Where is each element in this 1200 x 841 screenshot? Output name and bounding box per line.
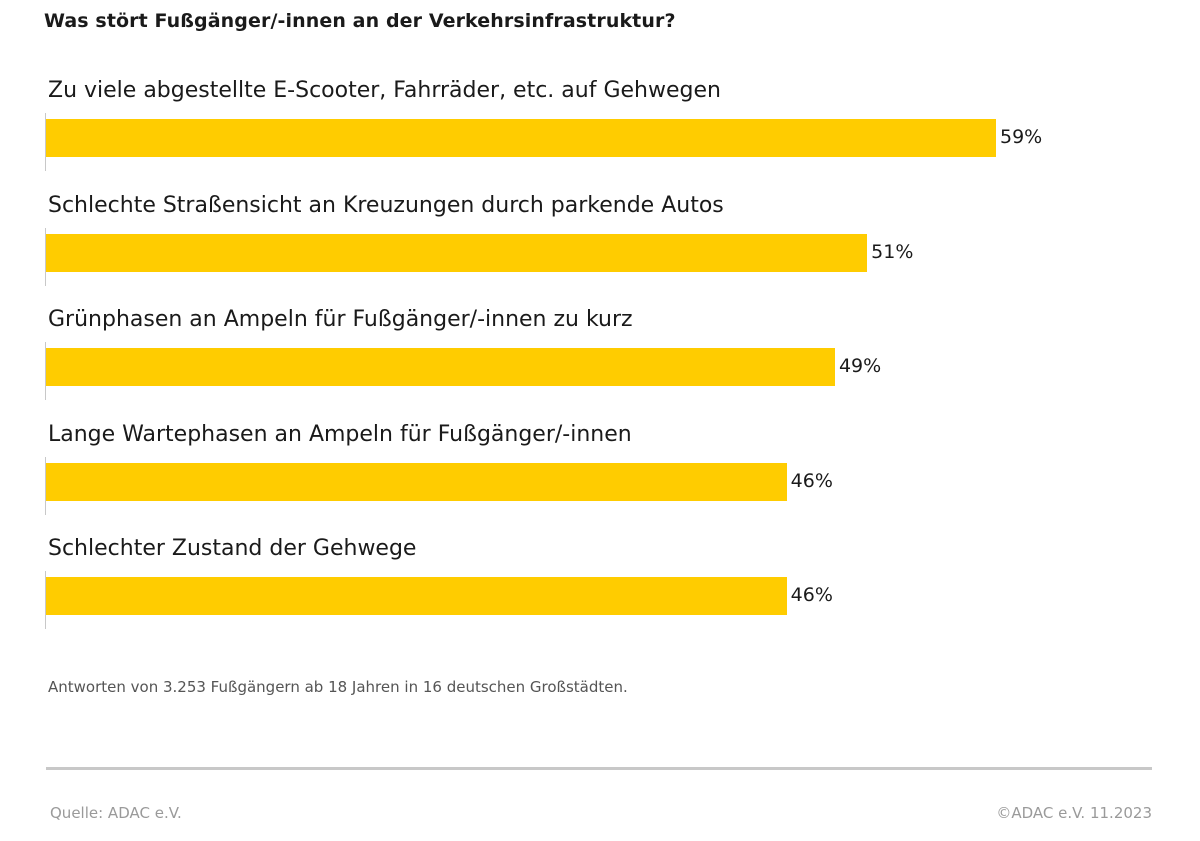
bar <box>46 119 996 157</box>
axis-line <box>45 113 46 171</box>
value-label: 59% <box>1000 126 1043 148</box>
axis-line <box>45 456 46 515</box>
value-label: 51% <box>871 240 914 263</box>
survey-note: Antworten von 3.253 Fußgängern ab 18 Jah… <box>48 678 628 696</box>
bar <box>46 348 835 386</box>
value-label: 46% <box>790 584 833 606</box>
bar <box>46 233 868 272</box>
value-label: 49% <box>838 355 882 377</box>
bar <box>46 462 787 501</box>
category-label: Zu viele abgestellte E-Scooter, Fahrräde… <box>48 78 721 103</box>
footer-divider <box>46 767 1152 770</box>
category-label: Schlechter Zustand der Gehwege <box>48 536 417 561</box>
axis-line <box>45 227 46 286</box>
value-label: 46% <box>790 469 833 492</box>
axis-line <box>45 571 46 629</box>
bar <box>46 577 787 615</box>
chart-title: Was stört Fußgänger/-innen an der Verkeh… <box>44 10 676 32</box>
copyright-text: ©ADAC e.V. 11.2023 <box>996 804 1152 822</box>
category-label: Lange Wartephasen an Ampeln für Fußgänge… <box>48 421 632 447</box>
category-label: Schlechte Straßensicht an Kreuzungen dur… <box>48 192 724 218</box>
source-text: Quelle: ADAC e.V. <box>50 804 182 822</box>
axis-line <box>45 342 46 400</box>
category-label: Grünphasen an Ampeln für Fußgänger/-inne… <box>48 307 633 332</box>
